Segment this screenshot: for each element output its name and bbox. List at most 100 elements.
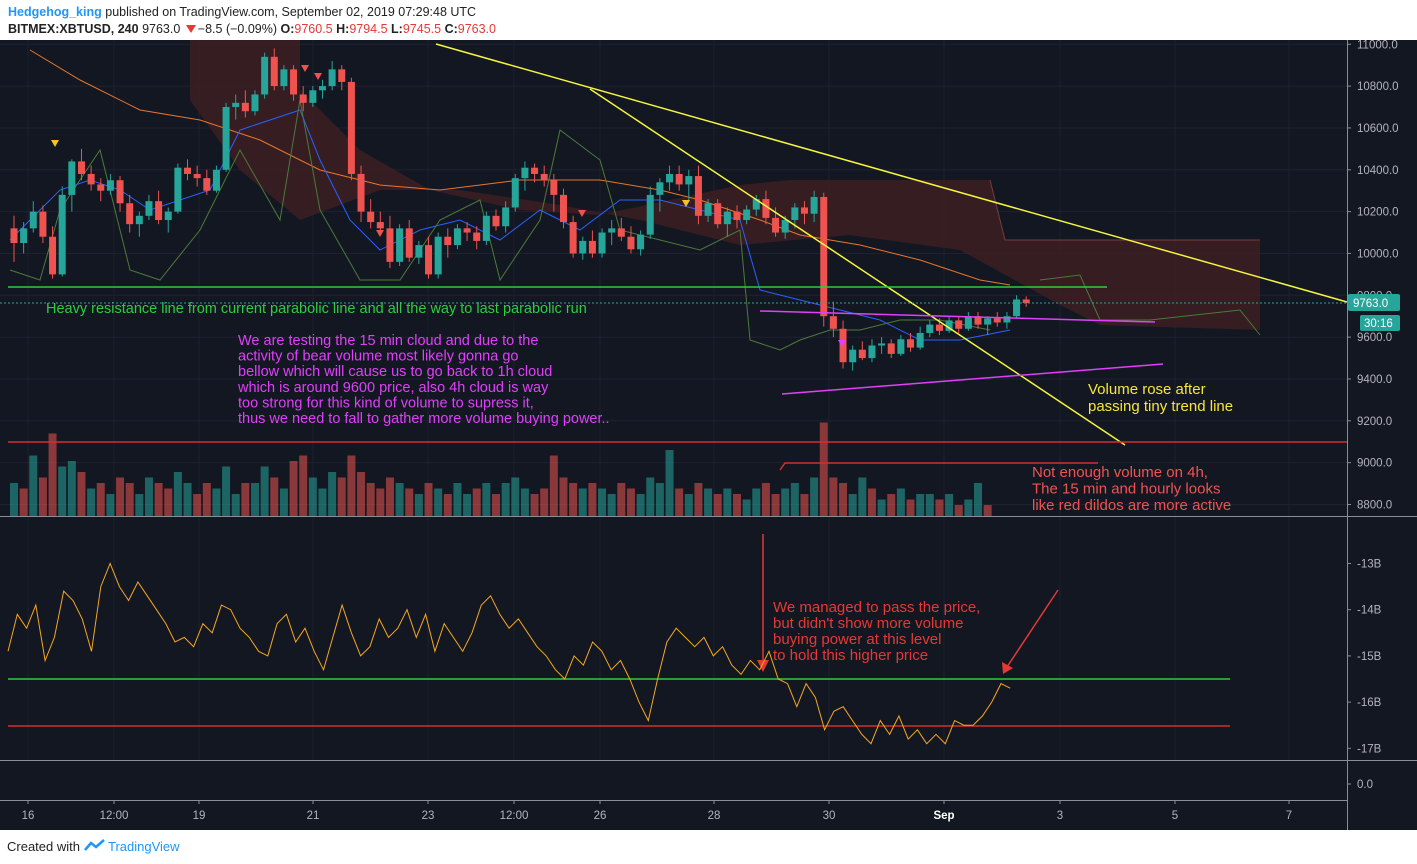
candle-body xyxy=(386,228,394,262)
candle xyxy=(1013,295,1021,319)
candle-body xyxy=(810,196,818,214)
candle-body xyxy=(376,222,384,229)
conversion-line xyxy=(9,109,1011,341)
volume-bar xyxy=(896,488,905,516)
candle-body xyxy=(290,69,298,95)
volume-bar xyxy=(800,494,809,516)
volume-bar xyxy=(646,477,655,516)
close-value: 9763.0 xyxy=(457,22,496,36)
candle-body xyxy=(935,324,943,331)
time-tick-label: 26 xyxy=(594,810,607,822)
long-trend-line xyxy=(435,43,1348,303)
candle xyxy=(347,77,355,181)
volume-bar xyxy=(328,472,337,516)
candle xyxy=(318,79,326,99)
resistance-annotation: Heavy resistance line from current parab… xyxy=(46,301,587,317)
candle-body xyxy=(241,102,249,112)
candle-body xyxy=(993,318,1001,323)
volume-bar xyxy=(925,494,934,516)
candle xyxy=(280,65,288,91)
candle xyxy=(617,217,625,241)
candle xyxy=(106,173,114,195)
candle xyxy=(1022,296,1030,307)
candle-body xyxy=(135,215,143,225)
volume-bar xyxy=(443,494,452,516)
volume-bar xyxy=(578,488,587,516)
candle xyxy=(559,188,567,229)
volume-bar xyxy=(58,466,67,516)
candle-body xyxy=(106,180,114,191)
candle xyxy=(376,211,384,233)
volume-bar xyxy=(164,488,173,516)
oscillator-tick-label: -14B xyxy=(1357,605,1382,617)
pass-price-annotation: We managed to pass the price, xyxy=(773,599,980,616)
candle-body xyxy=(617,228,625,237)
candle-body xyxy=(482,215,490,241)
candle xyxy=(945,316,953,333)
volume-bar xyxy=(752,488,761,516)
candle-body xyxy=(1013,299,1021,317)
volume-bar xyxy=(848,494,857,516)
price-tick-label: 10000.0 xyxy=(1357,248,1399,260)
candle-body xyxy=(675,173,683,185)
volume-rose-annotation: passing tiny trend line xyxy=(1088,398,1233,415)
bear-volume-annotation: too strong for this kind of volume to su… xyxy=(238,395,534,411)
volume-marker-line xyxy=(779,462,1098,471)
candle xyxy=(222,102,230,172)
short-trend-line xyxy=(589,88,1126,446)
candle-body xyxy=(492,215,500,227)
volume-bar xyxy=(588,483,597,516)
author-name[interactable]: Hedgehog_king xyxy=(8,5,102,19)
volume-bar xyxy=(935,499,944,516)
candle-body xyxy=(502,207,510,227)
candle xyxy=(299,86,307,112)
published-text: published on TradingView.com, September … xyxy=(105,5,477,19)
candle-body xyxy=(820,196,828,317)
candle-body xyxy=(685,176,693,185)
fractal-marker-icon xyxy=(376,230,384,237)
symbol-name[interactable]: BITMEX:XBTUSD, 240 xyxy=(8,22,139,36)
price-chart[interactable]: Heavy resistance line from current parab… xyxy=(0,40,1417,830)
candle-body xyxy=(328,69,336,87)
oscillator-tick-label: -13B xyxy=(1357,559,1382,571)
candle-body xyxy=(299,94,307,103)
candle xyxy=(405,219,413,262)
volume-bar xyxy=(877,499,886,516)
candle-body xyxy=(20,228,28,243)
volume-bar xyxy=(511,477,520,516)
volume-bar xyxy=(790,483,799,516)
candle xyxy=(492,209,500,231)
candle xyxy=(444,228,452,258)
candle-body xyxy=(193,173,201,179)
candle-body xyxy=(49,236,57,275)
time-tick-label: 28 xyxy=(708,810,721,822)
volume-bar xyxy=(974,483,982,516)
candle-body xyxy=(1022,299,1030,304)
candle-body xyxy=(588,240,596,254)
candle-body xyxy=(463,228,471,233)
candle-body xyxy=(511,178,519,208)
candle-body xyxy=(723,211,731,225)
candle-body xyxy=(77,161,85,174)
candle xyxy=(29,201,37,233)
candle xyxy=(357,165,365,223)
candle xyxy=(579,236,587,260)
candle-body xyxy=(733,211,741,220)
volume-bar xyxy=(154,483,163,516)
volume-bar xyxy=(279,488,288,516)
candle xyxy=(20,222,28,254)
volume-bar xyxy=(376,488,385,516)
candle xyxy=(77,148,85,181)
lagging-span-line xyxy=(9,99,991,351)
candle-body xyxy=(68,161,76,195)
low-volume-annotation: The 15 min and hourly looks xyxy=(1032,481,1220,498)
candle-body xyxy=(357,173,365,212)
oscillator-line xyxy=(7,562,1011,745)
candle-body xyxy=(762,199,770,218)
price-tick-label: 11000.0 xyxy=(1357,40,1398,51)
candle-body xyxy=(955,320,963,329)
candle-body xyxy=(415,245,423,258)
candle-body xyxy=(608,228,616,233)
chart-background xyxy=(0,40,1417,830)
tradingview-brand[interactable]: TradingView xyxy=(108,839,180,854)
